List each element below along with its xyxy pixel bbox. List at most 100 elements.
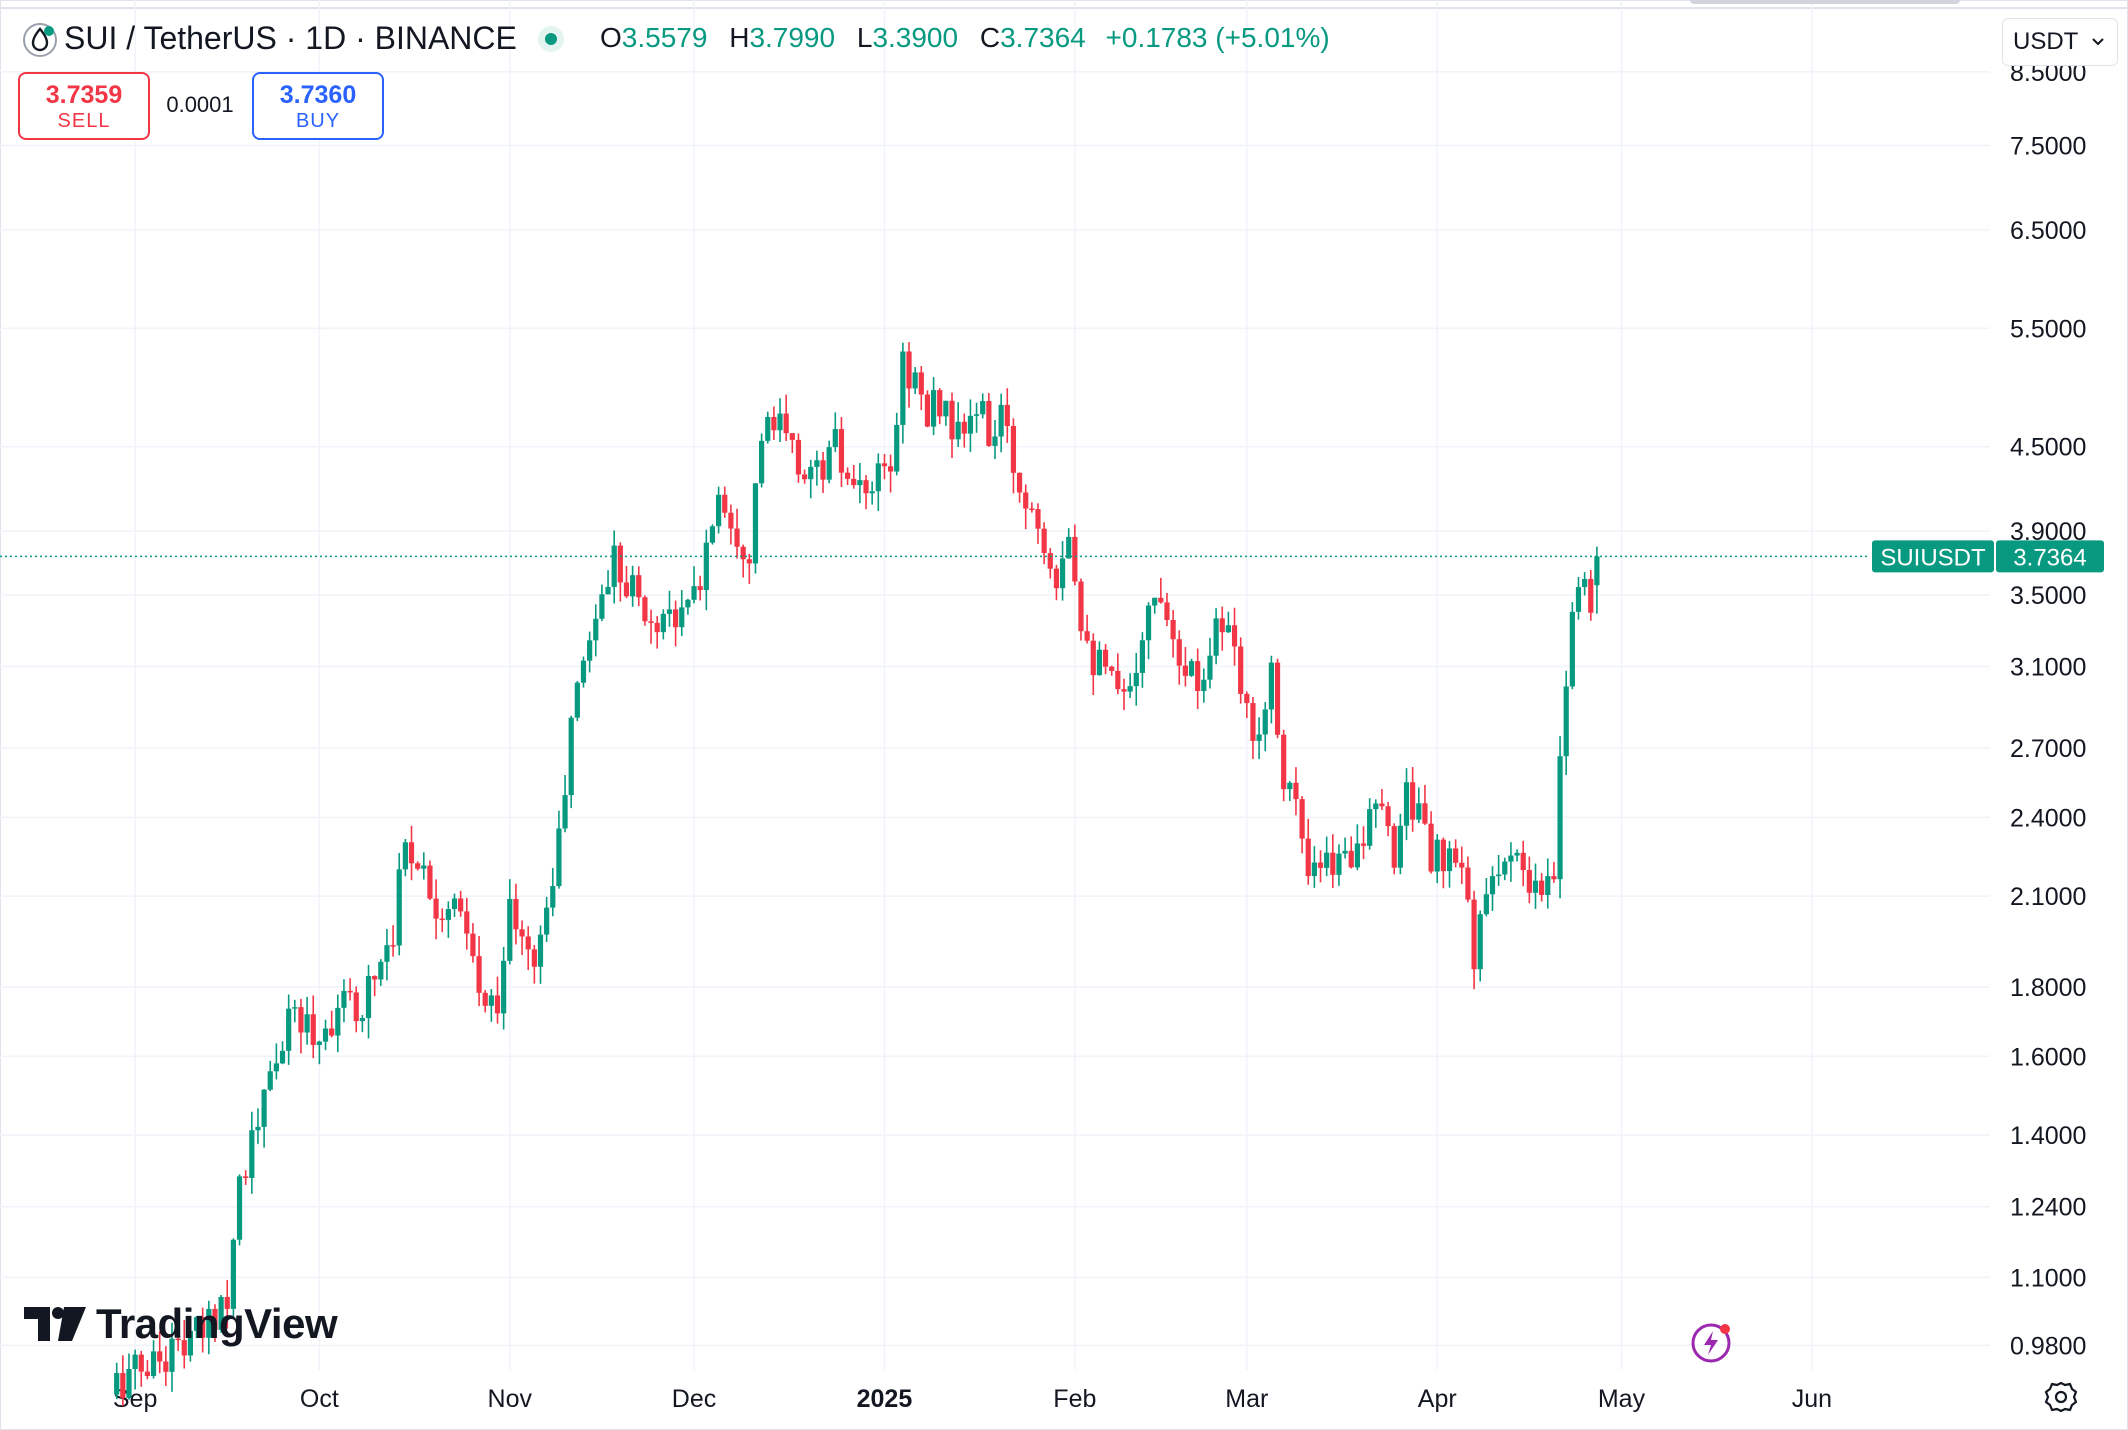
candle-body [1029, 508, 1035, 511]
candle-body [832, 429, 838, 448]
candle-body [187, 1330, 194, 1356]
candle-body [298, 1007, 304, 1033]
candle-body [992, 436, 998, 446]
candle-body [900, 351, 906, 425]
y-tick-label: 3.1000 [2010, 653, 2086, 681]
candle-body [1385, 806, 1391, 827]
chevron-down-icon [2092, 38, 2104, 46]
candle-body [1336, 853, 1342, 875]
candle-body [943, 400, 949, 417]
candle-body [636, 575, 642, 598]
candle-body [973, 414, 980, 416]
candle-body [1317, 862, 1324, 868]
candle-body [703, 542, 709, 591]
candle-body [1139, 640, 1146, 673]
sell-button[interactable]: 3.7359 SELL [18, 72, 150, 140]
close-label: C [979, 22, 1001, 53]
candle-body [1287, 782, 1293, 790]
candle-body [642, 597, 648, 622]
settings-gear-icon[interactable] [2044, 1380, 2078, 1414]
y-tick-label: 2.7000 [2010, 735, 2086, 763]
candle-body [372, 976, 378, 980]
candle-body [906, 351, 912, 389]
currency-selector[interactable]: USDT [2002, 18, 2118, 66]
close-value: 3.7364 [1000, 22, 1086, 53]
candle-body [1231, 625, 1238, 647]
sui-logo-icon [23, 23, 57, 57]
currency-value: USDT [2013, 28, 2079, 55]
candle-body [949, 400, 955, 440]
candle-body [1453, 848, 1459, 863]
candle-body [630, 575, 636, 597]
candle-body [998, 404, 1004, 437]
candle-body [427, 865, 433, 899]
y-tick-label: 2.4000 [2010, 804, 2086, 832]
candle-body [1575, 587, 1582, 612]
candle-body [1367, 809, 1373, 846]
tradingview-logo-text: TradingView [96, 1300, 338, 1347]
candle-body [1397, 825, 1403, 868]
candle-body [771, 416, 777, 431]
candle-body [193, 1317, 200, 1331]
candle-body [1207, 655, 1213, 680]
candle-body [728, 512, 734, 529]
candle-body [795, 439, 802, 475]
candle-body [746, 559, 752, 564]
tradingview-logo[interactable]: TradingView [24, 1300, 338, 1347]
candle-body [869, 491, 875, 494]
candle-body [1047, 553, 1053, 569]
candle-body [1520, 852, 1526, 871]
x-tick-label: Nov [488, 1385, 533, 1413]
candle-body [341, 990, 347, 1008]
ohlc-legend: O3.5579 H3.7990 L3.3900 C3.7364 +0.1783 … [600, 22, 1330, 54]
candle-body [1502, 861, 1508, 875]
candle-body [1471, 899, 1477, 970]
x-tick-label: 2025 [857, 1385, 913, 1413]
candle-body [648, 621, 654, 623]
candle-body [359, 1018, 365, 1022]
candle-body [1373, 803, 1379, 810]
candle-body [1563, 686, 1569, 757]
candle-body [316, 1041, 322, 1045]
candle-body [666, 609, 673, 614]
candle-body [740, 546, 746, 560]
candle-body [384, 945, 390, 962]
symbol-title[interactable]: SUI / TetherUS · 1D · BINANCE [64, 20, 517, 56]
candle-body [808, 466, 814, 480]
candle-body [114, 1373, 120, 1395]
candle-body [470, 933, 476, 957]
candle-body [1496, 874, 1502, 877]
candle-body [1176, 639, 1182, 666]
candle-body [1102, 649, 1109, 667]
candle-body [881, 463, 888, 467]
candle-body [1582, 578, 1588, 588]
candle-body [1127, 686, 1133, 692]
candle-body [1250, 703, 1256, 741]
candle-body [986, 401, 992, 446]
candle-body [439, 918, 445, 921]
candle-body [623, 582, 630, 597]
candle-body [1066, 536, 1072, 559]
open-value: 3.5579 [621, 22, 708, 53]
candle-body [550, 886, 556, 908]
candle-body [961, 421, 967, 434]
lightning-icon[interactable] [1690, 1322, 1732, 1364]
candle-body [1354, 843, 1360, 868]
candle-body [181, 1340, 187, 1356]
candle-body [378, 961, 384, 980]
candle-body [1072, 536, 1078, 582]
candle-body [230, 1239, 236, 1309]
buy-button[interactable]: 3.7360 BUY [252, 72, 384, 140]
candle-body [587, 640, 593, 661]
candle-body [820, 460, 826, 480]
sell-price: 3.7359 [45, 81, 123, 109]
candle-body [1053, 568, 1060, 589]
candle-body [488, 995, 494, 1006]
candle-body [1532, 880, 1539, 893]
candle-body [605, 586, 611, 595]
high-label: H [729, 22, 750, 53]
candle-body [1557, 756, 1563, 880]
candle-body [1416, 803, 1422, 820]
candle-body [1256, 734, 1262, 741]
